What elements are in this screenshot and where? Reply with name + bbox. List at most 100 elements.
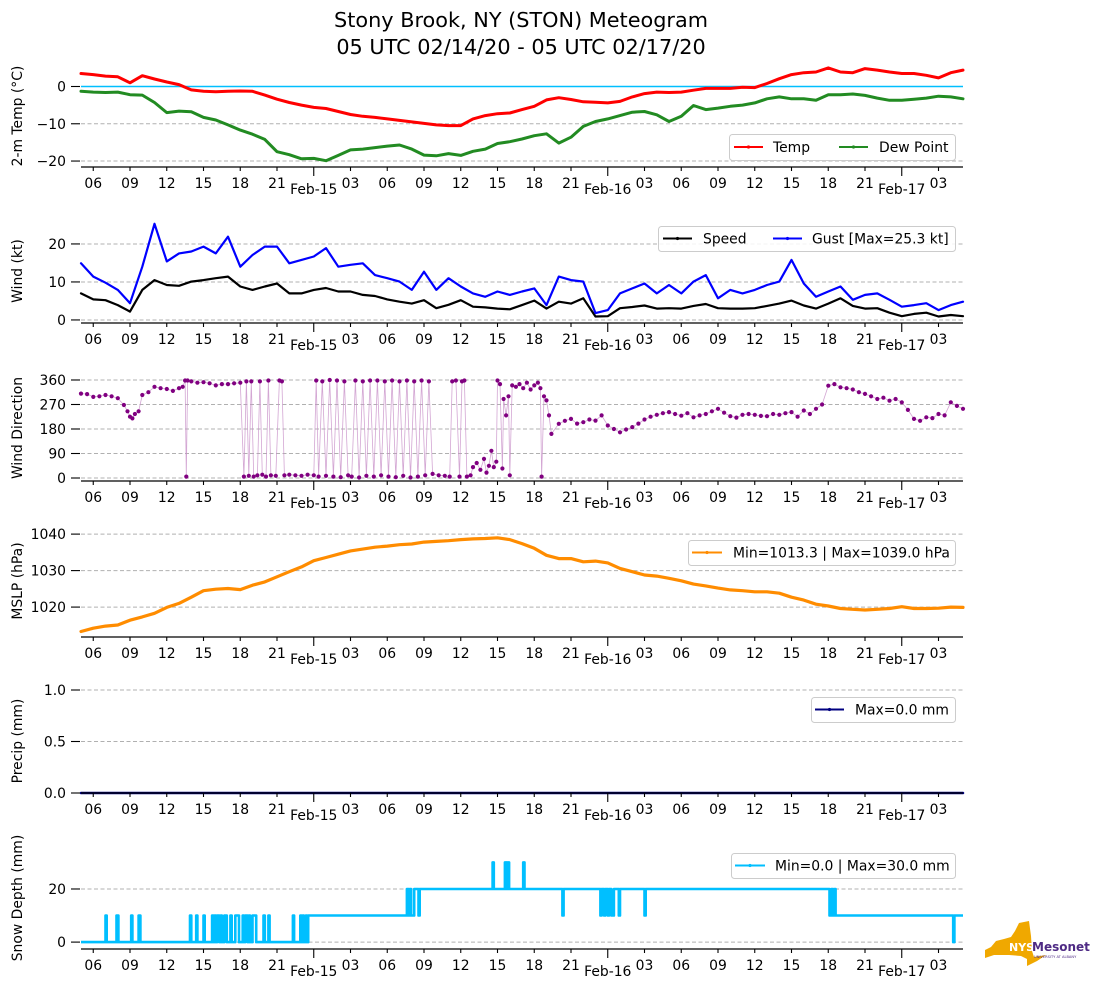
wind-direction-point (232, 381, 237, 386)
x-date-label: Feb-16 (584, 338, 631, 354)
x-tick-label: 21 (268, 958, 286, 974)
legend-label-snow-depth: Min=0.0 | Max=30.0 mm (775, 859, 950, 875)
x-tick-label: 12 (746, 490, 764, 506)
x-tick-label: 03 (930, 802, 948, 818)
x-tick-label: 15 (783, 490, 801, 506)
x-tick-label: 18 (819, 958, 837, 974)
y-tick-label: 180 (39, 422, 66, 438)
x-tick-label: 12 (746, 802, 764, 818)
wind-legend: Speed Gust [Max=25.3 kt] (658, 226, 956, 252)
wind-direction-point (316, 474, 321, 479)
x-date-label: Feb-16 (584, 182, 631, 198)
wind-direction-point (158, 386, 163, 391)
x-tick-label: 03 (636, 958, 654, 974)
wind-direction-point (881, 395, 886, 400)
wind-direction-point (636, 421, 641, 426)
wind-direction-point (450, 379, 455, 384)
x-tick-label: 21 (562, 802, 580, 818)
x-tick-label: 06 (672, 332, 690, 348)
wind-direction-point (251, 474, 256, 479)
x-tick-label: 15 (783, 646, 801, 662)
x-tick-label: 18 (819, 646, 837, 662)
wind-direction-point (130, 416, 135, 421)
x-tick-label: 09 (415, 332, 433, 348)
wind-direction-point (382, 379, 387, 384)
wind-direction-point (942, 413, 947, 418)
legend-frame (811, 697, 956, 723)
x-tick-label: 03 (636, 646, 654, 662)
wind-direction-point (535, 380, 541, 385)
x-tick-label: 18 (525, 490, 543, 506)
x-tick-label: 12 (158, 646, 176, 662)
x-tick-label: 03 (342, 332, 360, 348)
y-tick-label: 20 (48, 237, 66, 253)
wind-direction-point (648, 414, 653, 419)
x-tick-label: 21 (856, 646, 874, 662)
wind-panel: 0 10 20 06 09 12 15 18 21 03 06 09 12 15 18 21 03 06 09 12 1… (10, 222, 965, 354)
x-tick-label: 15 (195, 332, 213, 348)
y-tick-label: 1030 (31, 564, 66, 580)
new-york-state-shape-icon (985, 921, 1046, 966)
temperature-legend: Temp Dew Point (729, 134, 956, 161)
x-tick-label: 21 (562, 490, 580, 506)
wind-direction-point (132, 411, 137, 417)
x-tick-label: 03 (342, 958, 360, 974)
x-tick-label: 09 (415, 490, 433, 506)
x-date-label: Feb-17 (878, 652, 925, 668)
x-date-label: Feb-16 (584, 652, 631, 668)
wind-direction-point (268, 473, 273, 478)
x-tick-label: 06 (672, 802, 690, 818)
x-tick-label: 06 (84, 802, 102, 818)
wind-direction-point (918, 418, 923, 423)
wind-direction-point (462, 378, 467, 383)
wind-direction-point (500, 466, 505, 471)
legend-marker-snow-depth (748, 863, 752, 868)
wind-direction-point (783, 411, 788, 416)
wind-direction-point (238, 380, 243, 385)
nys-mesonet-logo: NYS Mesonet UNIVERSITY AT ALBANY (985, 921, 1090, 966)
wind-direction-point (360, 379, 365, 384)
x-tick-label: 21 (856, 332, 874, 348)
gridlines (81, 533, 963, 608)
x-tick-label: 12 (158, 176, 176, 192)
y-tick-label: 360 (39, 373, 66, 389)
wind-direction-point (447, 474, 452, 479)
x-tick-label: 09 (415, 802, 433, 818)
x-tick-label: 09 (121, 958, 139, 974)
x-tick-label: 06 (84, 332, 102, 348)
wind-direction-point (85, 392, 90, 397)
wind-direction-point (715, 406, 721, 411)
x-tick-label: 12 (746, 332, 764, 348)
wind-direction-point (611, 426, 617, 432)
wind-direction-point (899, 400, 904, 405)
wind-direction-point (495, 378, 500, 383)
wind-direction-point (266, 378, 271, 383)
wind-direction-point (379, 473, 384, 478)
x-tick-label: 03 (342, 646, 360, 662)
x-tick-label: 06 (378, 332, 396, 348)
mslp-panel: 1020 1030 1040 06 09 12 15 18 21 03 06 09 12 15 18 21 03… (10, 527, 965, 668)
wind-direction-point (478, 467, 483, 472)
x-tick-label: 15 (195, 802, 213, 818)
wind-direction-point (320, 379, 325, 384)
x-tick-label: 09 (709, 332, 727, 348)
y-axis-label: Precip (mm) (10, 699, 26, 784)
chart-title-line2: 05 UTC 02/14/20 - 05 UTC 02/17/20 (336, 35, 705, 59)
x-tick-label: 09 (121, 332, 139, 348)
x-tick-label: 06 (84, 176, 102, 192)
x-tick-label: 06 (378, 490, 396, 506)
legend-marker-dew-point (851, 145, 856, 149)
x-tick-label: 18 (819, 802, 837, 818)
wind-direction-point (201, 380, 206, 385)
x-tick-label: 15 (489, 332, 507, 348)
wind-direction-point (685, 411, 690, 416)
wind-direction-point (521, 386, 526, 391)
wind-direction-point (470, 465, 476, 470)
x-tick-label: 12 (158, 332, 176, 348)
wind-direction-point (740, 412, 745, 417)
x-tick-label: 12 (452, 802, 470, 818)
x-tick-label: 06 (672, 176, 690, 192)
wind-direction-point (513, 384, 519, 389)
wind-direction-point (593, 418, 598, 423)
wind-direction-point (605, 423, 610, 428)
